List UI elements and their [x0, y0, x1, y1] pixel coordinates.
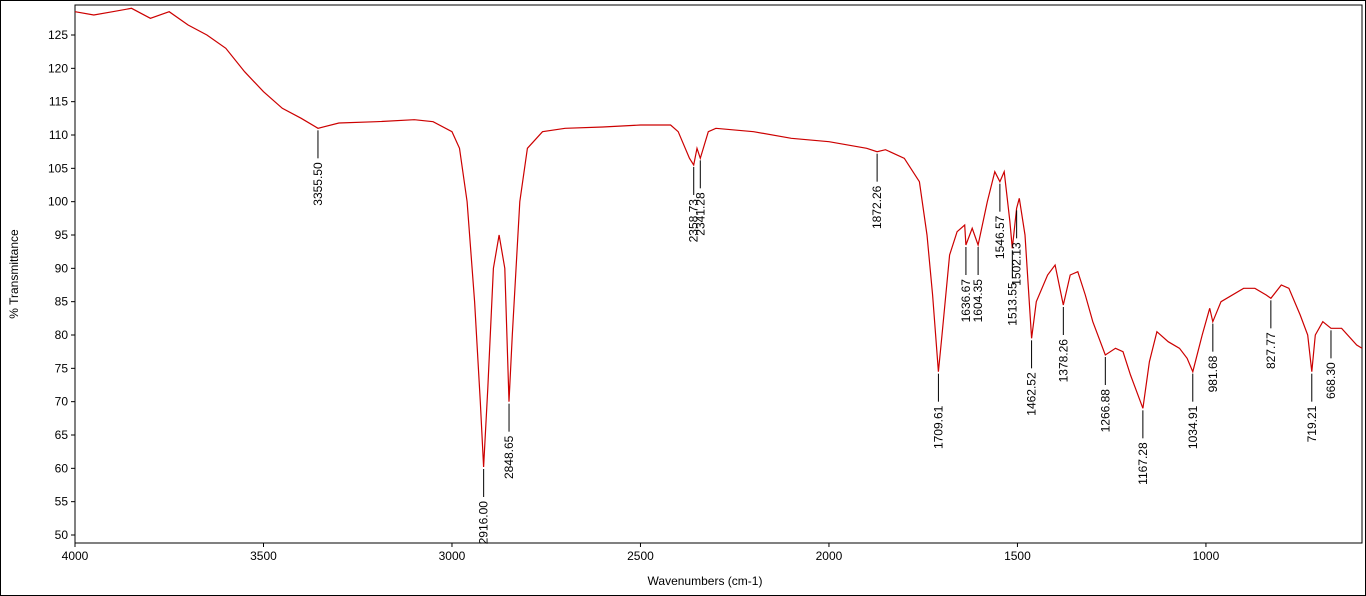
y-axis-label: % Transmittance — [7, 229, 21, 319]
x-tick-label: 2000 — [816, 549, 843, 563]
y-tick-label: 110 — [49, 128, 68, 142]
peak-label: 981.68 — [1206, 355, 1220, 392]
peak-label: 2341.28 — [693, 192, 707, 236]
peak-label: 3355.50 — [311, 162, 325, 206]
y-tick-label: 85 — [55, 295, 69, 309]
y-tick-label: 50 — [55, 528, 69, 542]
peak-label: 1709.61 — [931, 405, 945, 449]
y-tick-label: 90 — [55, 261, 69, 275]
x-tick-label: 1000 — [1193, 549, 1220, 563]
peak-label: 2358.73 — [687, 199, 701, 243]
y-tick-label: 120 — [48, 61, 68, 75]
x-tick-label: 2500 — [627, 549, 654, 563]
peak-label: 1604.35 — [971, 279, 985, 323]
x-tick-label: 1500 — [1004, 549, 1031, 563]
y-tick-label: 75 — [55, 361, 69, 375]
peak-label: 1513.55 — [1005, 282, 1019, 326]
peak-label: 1636.67 — [959, 279, 973, 323]
y-tick-label: 100 — [48, 195, 68, 209]
plot-frame — [74, 4, 1363, 544]
peak-label: 1502.13 — [1010, 242, 1024, 286]
peak-label: 1266.88 — [1098, 389, 1112, 433]
y-tick-label: 60 — [55, 461, 69, 475]
y-tick-label: 105 — [48, 161, 68, 175]
y-tick-label: 80 — [55, 328, 69, 342]
peak-label: 2848.65 — [502, 435, 516, 479]
spectrum-line — [74, 7, 1363, 468]
y-tick-label: 70 — [55, 395, 69, 409]
peak-label: 827.77 — [1264, 332, 1278, 369]
y-tick-label: 65 — [55, 428, 69, 442]
y-tick-label: 115 — [49, 95, 68, 109]
y-tick-label: 125 — [48, 28, 68, 42]
x-tick-label: 3500 — [250, 549, 277, 563]
peak-label: 719.21 — [1305, 405, 1319, 442]
peak-label: 1167.28 — [1136, 442, 1150, 485]
peak-label: 1034.91 — [1186, 405, 1200, 449]
x-tick-label: 3000 — [439, 549, 466, 563]
y-tick-label: 95 — [55, 228, 69, 242]
y-tick-label: 55 — [55, 495, 69, 509]
peak-label: 2916.00 — [477, 501, 491, 545]
peak-label: 1462.52 — [1025, 372, 1039, 416]
peak-label: 668.30 — [1324, 362, 1338, 399]
x-axis-label: Wavenumbers (cm-1) — [648, 574, 763, 588]
peak-label: 1872.26 — [870, 185, 884, 229]
x-tick-label: 4000 — [62, 549, 89, 563]
peak-label: 1546.57 — [993, 215, 1007, 259]
peak-label: 1378.26 — [1056, 339, 1070, 383]
